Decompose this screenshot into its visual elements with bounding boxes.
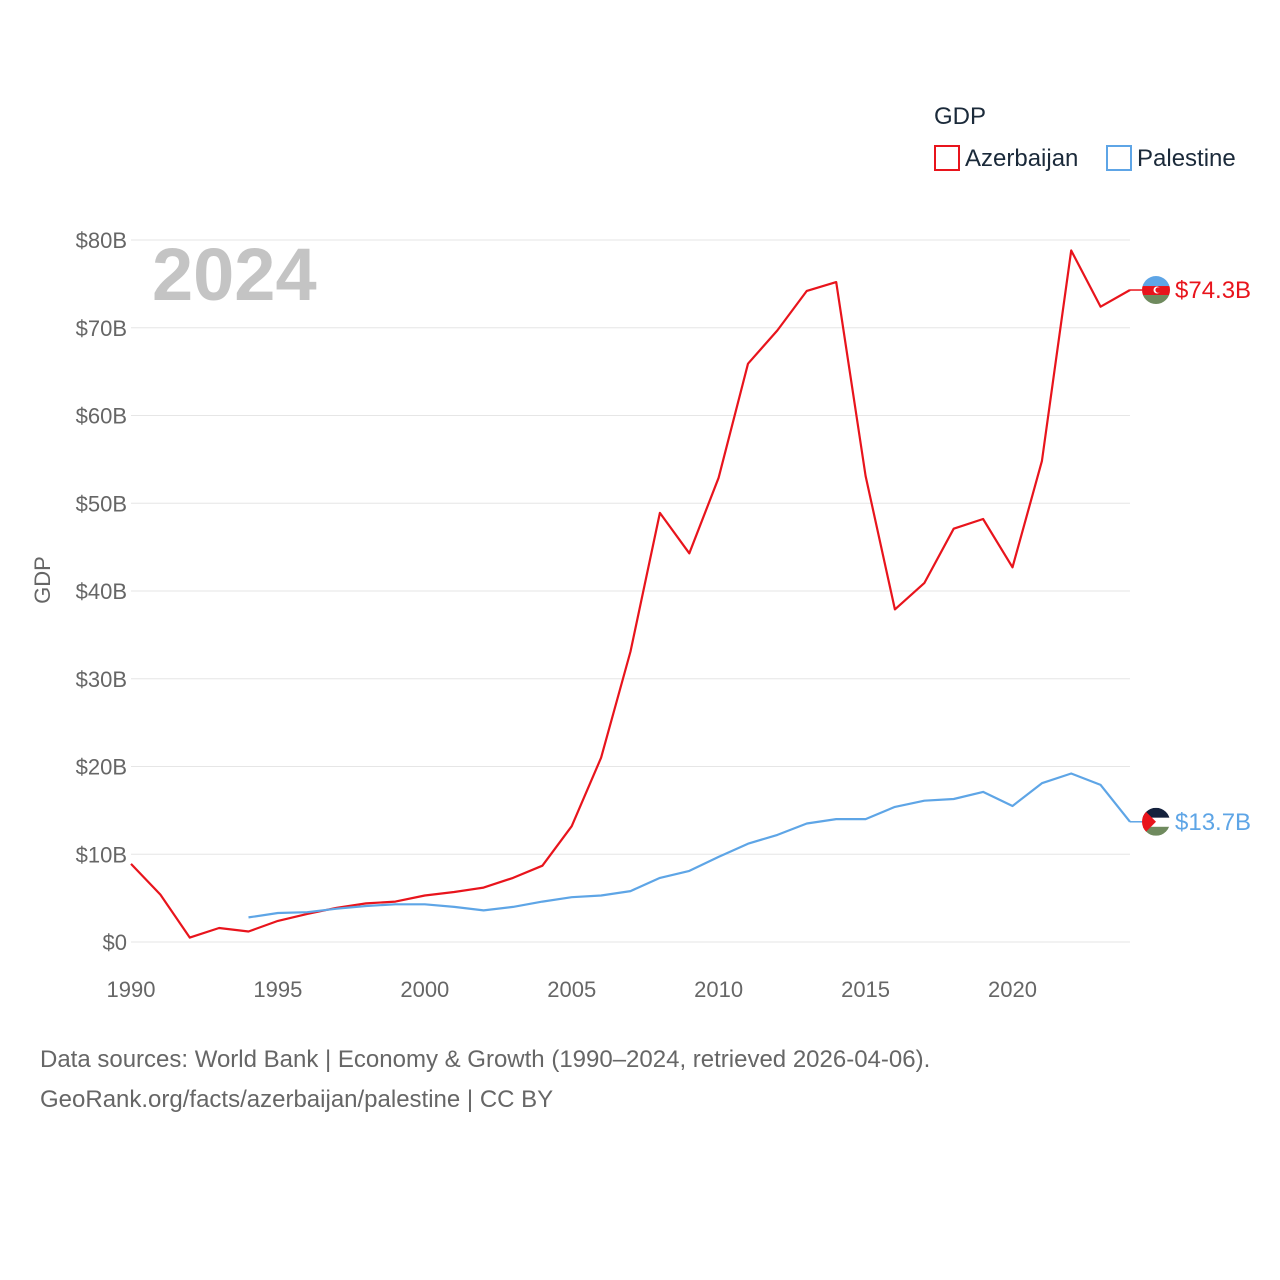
x-tick-label: 1995 [253, 977, 302, 1002]
y-tick-label: $0 [103, 930, 127, 955]
y-axis-ticks: $0 $10B $20B $30B $40B $50B $60B $70B $80B [76, 228, 127, 955]
legend-swatch-palestine [1106, 145, 1132, 171]
y-tick-label: $60B [76, 404, 127, 429]
legend-label-azerbaijan: Azerbaijan [965, 145, 1078, 172]
y-axis-label: GDP [30, 556, 55, 604]
legend: GDP Azerbaijan Palestine [934, 103, 1236, 172]
x-tick-label: 2015 [841, 977, 890, 1002]
y-tick-label: $80B [76, 228, 127, 253]
end-label-azerbaijan: $74.3B [1175, 277, 1251, 304]
y-tick-label: $50B [76, 491, 127, 516]
y-tick-label: $20B [76, 755, 127, 780]
x-tick-label: 1990 [107, 977, 156, 1002]
x-tick-label: 2000 [400, 977, 449, 1002]
series-line-azerbaijan [130, 249, 1131, 939]
source-line-1: Data sources: World Bank | Economy & Gro… [40, 1046, 931, 1073]
x-tick-label: 2020 [988, 977, 1037, 1002]
legend-label-palestine: Palestine [1137, 145, 1236, 172]
year-label: 2024 [152, 233, 317, 316]
x-tick-label: 2005 [547, 977, 596, 1002]
legend-title: GDP [934, 103, 986, 130]
end-label-palestine: $13.7B [1175, 809, 1251, 836]
flag-azerbaijan-icon [1142, 276, 1170, 305]
legend-swatch-azerbaijan [934, 145, 960, 171]
legend-item-azerbaijan[interactable]: Azerbaijan [934, 145, 1078, 172]
y-tick-label: $30B [76, 667, 127, 692]
y-tick-label: $70B [76, 316, 127, 341]
series-end-markers: $74.3B $13.7B [1130, 276, 1251, 836]
source-note: Data sources: World Bank | Economy & Gro… [40, 1040, 930, 1120]
series-line-palestine [248, 772, 1131, 919]
x-axis-ticks: 1990 1995 2000 2005 2010 2015 2020 [107, 977, 1037, 1002]
gridlines [131, 239, 1130, 943]
x-tick-label: 2010 [694, 977, 743, 1002]
legend-item-palestine[interactable]: Palestine [1106, 145, 1236, 172]
source-line-2[interactable]: GeoRank.org/facts/azerbaijan/palestine |… [40, 1086, 554, 1113]
y-tick-label: $10B [76, 842, 127, 867]
series-lines [130, 249, 1131, 939]
flag-palestine-icon [1142, 807, 1170, 836]
y-tick-label: $40B [76, 579, 127, 604]
